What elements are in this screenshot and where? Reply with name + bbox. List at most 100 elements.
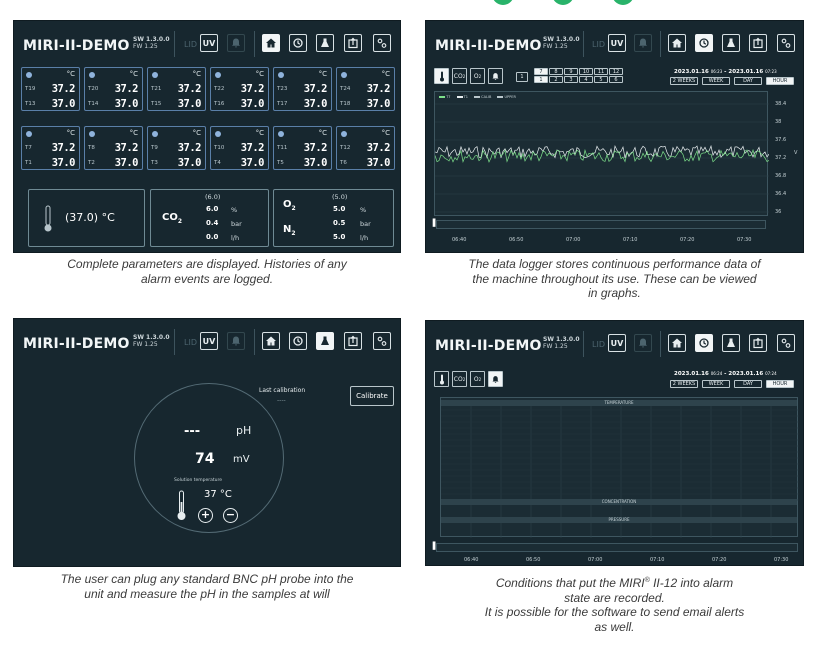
range-day-button[interactable]: DAY bbox=[734, 77, 762, 85]
tray-button[interactable]: 8 bbox=[549, 68, 563, 75]
export-icon[interactable] bbox=[749, 334, 767, 352]
tray-button[interactable]: 6 bbox=[609, 76, 623, 83]
sensor-tile[interactable]: °C T19 37.2 T13 37.0 bbox=[21, 67, 80, 111]
temperature-decrease-button[interactable]: − bbox=[223, 508, 238, 523]
sensor-label: T18 bbox=[340, 101, 351, 107]
tray-button[interactable]: 7 bbox=[534, 68, 548, 75]
tray-button[interactable]: 1 bbox=[516, 72, 528, 82]
range-day-button[interactable]: DAY bbox=[734, 380, 762, 388]
sensor-status-icon bbox=[215, 72, 221, 78]
tray-button[interactable]: 12 bbox=[609, 68, 623, 75]
tray-button[interactable]: 11 bbox=[594, 68, 608, 75]
uv-button[interactable]: UV bbox=[200, 34, 218, 52]
range-week-button[interactable]: WEEK bbox=[702, 380, 730, 388]
history-icon[interactable] bbox=[695, 334, 713, 352]
flask-icon[interactable] bbox=[316, 34, 334, 52]
sensor-tile[interactable]: °C T23 37.2 T17 37.0 bbox=[273, 67, 332, 111]
unit-label: l/h bbox=[231, 234, 240, 242]
sensor-tile[interactable]: °C T22 37.2 T16 37.0 bbox=[210, 67, 269, 111]
solution-temperature-value: 37 °C bbox=[204, 489, 232, 500]
home-icon[interactable] bbox=[668, 34, 686, 52]
temperature-box[interactable]: (37.0) °C bbox=[28, 189, 145, 247]
tray-button[interactable]: 5 bbox=[594, 76, 608, 83]
chart-canvas bbox=[435, 103, 769, 213]
calibrate-button[interactable]: Calibrate bbox=[350, 386, 394, 406]
temperature-chart[interactable]: T7 T1 CALIB UPPER bbox=[434, 91, 769, 216]
uv-button[interactable]: UV bbox=[200, 332, 218, 350]
tray-button[interactable]: 2 bbox=[549, 76, 563, 83]
sensor-label: T13 bbox=[25, 101, 36, 107]
sensor-tile[interactable]: °C T9 37.2 T3 37.0 bbox=[147, 126, 206, 170]
sensor-label: T14 bbox=[88, 101, 99, 107]
tab-co2[interactable]: CO 2 bbox=[452, 371, 467, 387]
sensor-tile[interactable]: °C T10 37.2 T4 37.0 bbox=[210, 126, 269, 170]
temperature-increase-button[interactable]: + bbox=[198, 508, 213, 523]
range-hour-button[interactable]: HOUR bbox=[766, 77, 794, 85]
history-icon[interactable] bbox=[289, 332, 307, 350]
alarm-bell-icon[interactable] bbox=[227, 34, 245, 52]
alarm-bell-icon[interactable] bbox=[227, 332, 245, 350]
co2-pressure-value: 0.4 bbox=[206, 219, 219, 227]
flask-icon[interactable] bbox=[722, 34, 740, 52]
sensor-label: T15 bbox=[151, 101, 162, 107]
tab-alarms[interactable] bbox=[488, 68, 503, 84]
tray-button[interactable]: 1 bbox=[534, 76, 548, 83]
alarm-chart[interactable]: TEMPERATURE CONCENTRATION PRESSURE bbox=[440, 397, 799, 538]
version-info: SW 1.3.0.0 FW 1.25 bbox=[133, 334, 170, 348]
range-2-weeks-button[interactable]: 2 WEEKS bbox=[670, 77, 698, 85]
uv-button[interactable]: UV bbox=[608, 34, 626, 52]
co2-box[interactable]: CO2 (6.0) 6.0% 0.4 bar 0.0 l/h bbox=[150, 189, 269, 247]
alarm-bell-icon[interactable] bbox=[634, 34, 652, 52]
settings-icon[interactable] bbox=[373, 332, 391, 350]
header-divider bbox=[583, 331, 584, 357]
unit-label: °C bbox=[129, 129, 138, 137]
tab-alarms[interactable] bbox=[488, 371, 503, 387]
tray-button[interactable]: 3 bbox=[564, 76, 578, 83]
sensor-value: 37.2 bbox=[177, 142, 202, 154]
range-2-weeks-button[interactable]: 2 WEEKS bbox=[670, 380, 698, 388]
sensor-value: 37.0 bbox=[366, 157, 391, 169]
settings-icon[interactable] bbox=[777, 34, 795, 52]
sensor-tile[interactable]: °C T24 37.2 T18 37.0 bbox=[336, 67, 395, 111]
tab-temperature[interactable] bbox=[434, 371, 449, 387]
tray-button[interactable]: 10 bbox=[579, 68, 593, 75]
range-week-button[interactable]: WEEK bbox=[702, 77, 730, 85]
date-to: 2023.01.16 bbox=[728, 371, 764, 377]
flask-icon[interactable] bbox=[316, 332, 334, 350]
mv-value: 74 bbox=[195, 451, 215, 467]
settings-icon[interactable] bbox=[777, 334, 795, 352]
x-tick-label: 07:30 bbox=[774, 557, 789, 563]
sensor-label: T20 bbox=[88, 86, 99, 92]
sensor-tile[interactable]: °C T21 37.2 T15 37.0 bbox=[147, 67, 206, 111]
range-hour-button[interactable]: HOUR bbox=[766, 380, 794, 388]
flask-icon[interactable] bbox=[722, 334, 740, 352]
sensor-tile[interactable]: °C T20 37.2 T14 37.0 bbox=[84, 67, 143, 111]
sensor-tile[interactable]: °C T11 37.2 T5 37.0 bbox=[273, 126, 332, 170]
settings-icon[interactable] bbox=[373, 34, 391, 52]
home-icon[interactable] bbox=[262, 332, 280, 350]
thermometer-icon bbox=[177, 490, 186, 520]
o2-n2-box[interactable]: O2 N2 (5.0) 5.0% 0.5 bar 5.0 l/h bbox=[273, 189, 394, 247]
sensor-tile[interactable]: °C T12 37.2 T6 37.0 bbox=[336, 126, 395, 170]
timeline-scrollbar[interactable] bbox=[436, 220, 766, 229]
export-icon[interactable] bbox=[344, 332, 362, 350]
history-icon[interactable] bbox=[695, 34, 713, 52]
sensor-tile[interactable]: °C T8 37.2 T2 37.0 bbox=[84, 126, 143, 170]
home-icon[interactable] bbox=[262, 34, 280, 52]
alarm-bell-icon[interactable] bbox=[634, 334, 652, 352]
export-icon[interactable] bbox=[344, 34, 362, 52]
timeline-scrollbar[interactable] bbox=[436, 543, 798, 552]
tab-co2[interactable]: CO 2 bbox=[452, 68, 467, 84]
export-icon[interactable] bbox=[749, 34, 767, 52]
sensor-label: T17 bbox=[277, 101, 288, 107]
tab-temperature[interactable] bbox=[434, 68, 449, 84]
history-icon[interactable] bbox=[289, 34, 307, 52]
tray-button[interactable]: 9 bbox=[564, 68, 578, 75]
uv-button[interactable]: UV bbox=[608, 334, 626, 352]
tray-button[interactable]: 4 bbox=[579, 76, 593, 83]
home-icon[interactable] bbox=[668, 334, 686, 352]
sensor-tile[interactable]: °C T7 37.2 T1 37.0 bbox=[21, 126, 80, 170]
x-tick-label: 07:30 bbox=[737, 237, 752, 243]
